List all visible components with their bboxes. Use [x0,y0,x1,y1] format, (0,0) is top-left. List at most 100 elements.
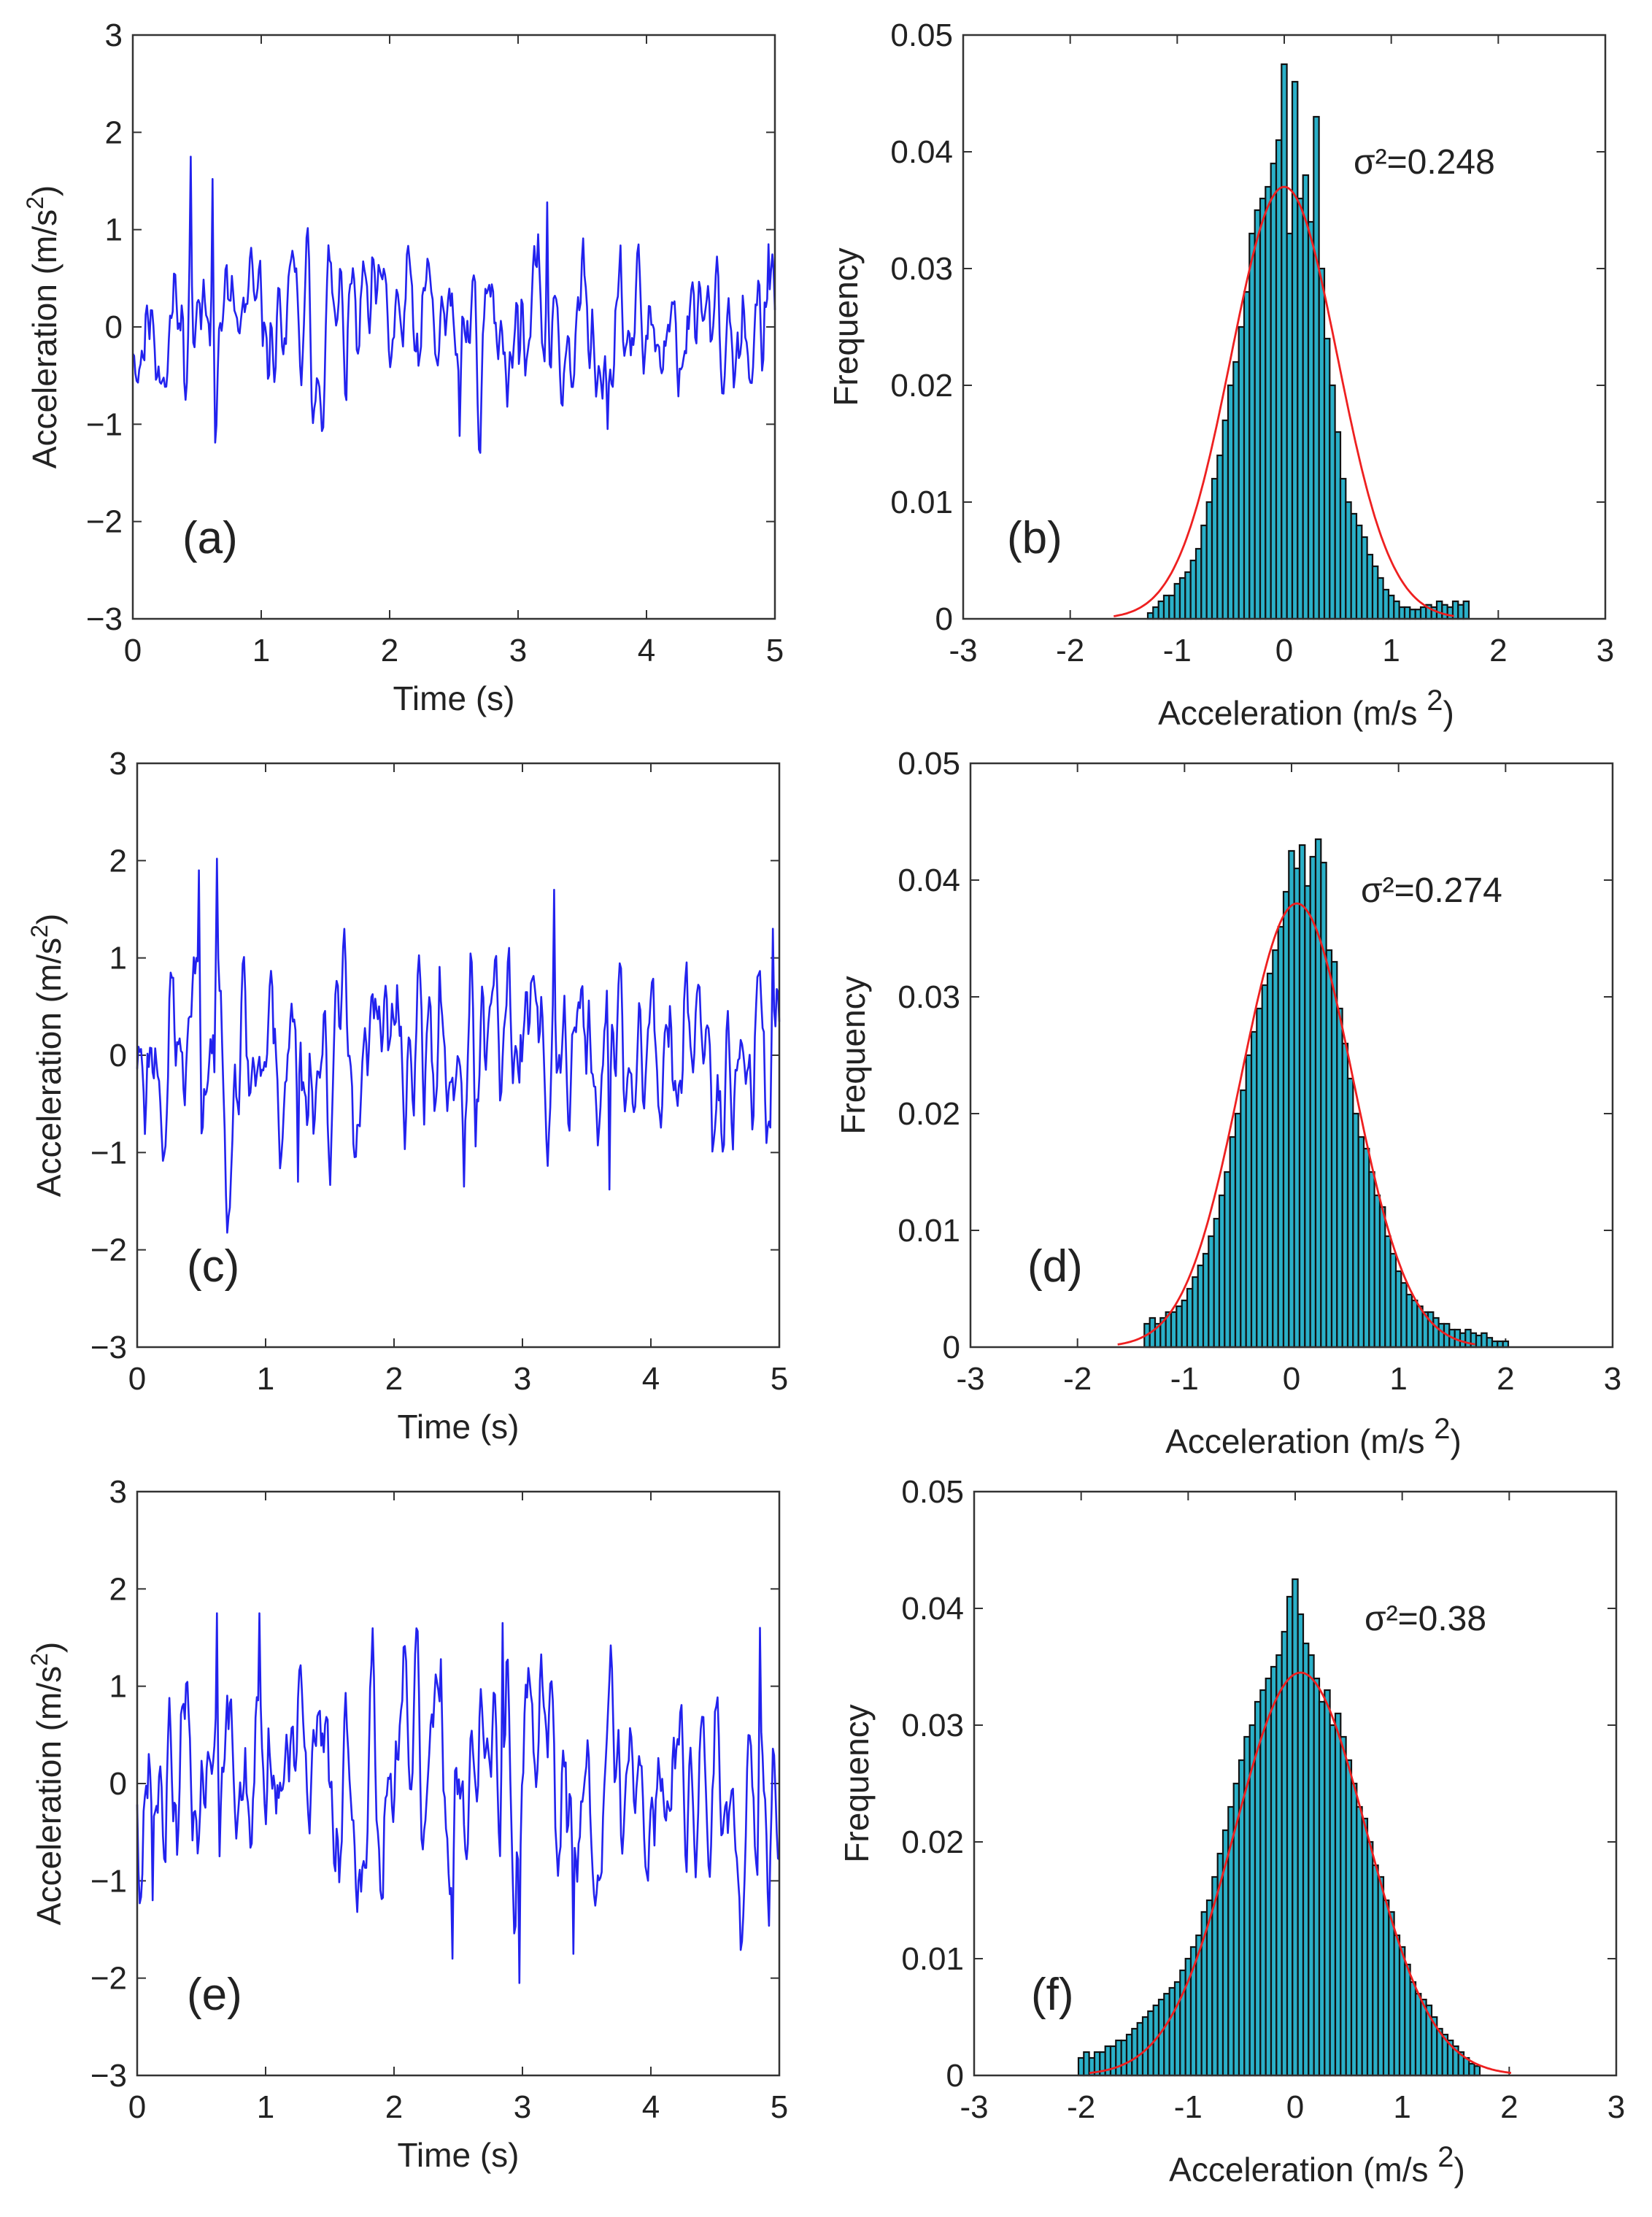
hist-bar-f-58 [1388,1911,1395,2077]
signal-line-c [136,857,781,1234]
y-tick-label-a-5: 2 [105,115,123,150]
x-tick-label-b-6: 3 [1597,633,1614,668]
fit-curve-b [1113,185,1454,617]
x-tick-label-d-3: 0 [1283,1361,1300,1397]
y-tick-label-c-3: 0 [109,1038,127,1073]
plot-frame-d [969,762,1614,1349]
y-tick-label-d-0: 0 [943,1330,960,1365]
hist-bar-d-39 [1352,1112,1359,1349]
plot-frame-f [973,1490,1618,2077]
variance-annotation-f: σ²=0.38 [1365,1600,1486,1638]
x-tick-label-c-5: 5 [771,1361,788,1397]
hist-bar-f-34 [1259,1689,1267,2077]
panel-label-a: (a) [182,513,238,563]
hist-bar-b-43 [1377,577,1384,620]
hist-bar-f-73 [1468,2062,1475,2077]
x-tick-label-f-5: 2 [1500,2089,1518,2125]
x-tick-label-b-2: -1 [1163,633,1192,668]
y-tick-label-d-4: 0.04 [898,863,960,898]
ylabel-f: Frequency [838,1704,876,1862]
hist-bar-b-40 [1361,536,1368,620]
x-tick-label-d-2: -1 [1170,1361,1199,1397]
x-tick-label-b-1: -2 [1056,633,1084,668]
x-tick-label-a-5: 5 [766,633,784,668]
y-tick-label-c-5: 2 [109,843,127,879]
hist-bar-f-46 [1324,1689,1331,2077]
y-tick-label-a-4: 1 [105,212,123,248]
x-tick-label-c-0: 0 [128,1361,146,1397]
hist-bar-d-6 [1176,1305,1183,1349]
hist-bar-d-30 [1304,884,1311,1349]
variance-annotation-b: σ²=0.248 [1354,143,1495,182]
panel-e: 0 1 2 3 4 5 −3 −2 −1 0 1 2 3 Acceleration (m/s2) Time … [26,1474,788,2174]
y-tick-label-a-1: −2 [86,504,123,540]
hist-bar-f-64 [1420,1998,1427,2077]
hist-bar-b-58 [1457,604,1464,620]
hist-bar-b-16 [1232,360,1240,620]
hist-bar-d-63 [1481,1332,1488,1349]
plot-frame-c [136,762,781,1349]
x-tick-label-e-3: 3 [514,2089,531,2125]
hist-bar-d-9 [1192,1276,1199,1349]
hist-bar-b-10 [1200,524,1208,620]
hist-bar-d-54 [1432,1316,1440,1349]
x-tick-label-d-4: 1 [1389,1361,1407,1397]
hist-bar-b-4 [1168,594,1176,620]
y-tick-label-e-6: 3 [109,1474,127,1510]
x-tick-label-a-1: 1 [252,633,270,668]
y-tick-label-c-1: −2 [90,1233,127,1268]
hist-bar-b-22 [1265,185,1272,620]
hist-bar-b-25 [1281,63,1288,620]
panel-f: -3 -2 -1 0 1 2 3 0 0.01 0.02 0.03 0.04 0.05 Frequency… [838,1474,1625,2189]
ylabel-a: Acceleration (m/s2) [22,185,63,469]
hist-bar-f-43 [1308,1654,1315,2077]
hist-bar-b-55 [1441,604,1448,620]
hist-bar-b-34 [1329,384,1336,620]
x-tick-label-b-0: -3 [949,633,977,668]
x-tick-label-c-1: 1 [257,1361,274,1397]
x-tick-label-d-5: 2 [1497,1361,1514,1397]
xlabel-e: Time (s) [398,2136,520,2174]
y-tick-label-a-2: −1 [86,406,123,442]
panel-label-d: (d) [1027,1241,1083,1292]
hist-bar-d-12 [1208,1235,1215,1349]
y-tick-label-e-0: −3 [90,2058,127,2094]
y-tick-label-c-6: 3 [109,746,127,782]
ylabel-b: Frequency [827,247,865,406]
x-tick-label-f-3: 0 [1286,2089,1304,2125]
y-tick-label-d-5: 0.05 [898,746,960,782]
y-tick-label-e-3: 0 [109,1766,127,1802]
hist-bar-b-37 [1345,501,1352,620]
panel-c: 0 1 2 3 4 5 −3 −2 −1 0 1 2 3 Acceleration (m/s2) Time … [26,746,788,1446]
ylabel-d: Frequency [834,976,872,1134]
hist-bar-d-51 [1416,1305,1424,1349]
fit-curve-d [1117,902,1475,1346]
hist-bar-b-59 [1462,600,1470,620]
hist-bar-b-1 [1152,606,1159,620]
y-tick-label-b-4: 0.04 [890,134,953,170]
hist-bar-d-15 [1224,1171,1231,1349]
x-tick-label-f-0: -3 [960,2089,988,2125]
x-tick-label-e-5: 5 [771,2089,788,2125]
x-tick-label-d-6: 3 [1604,1361,1621,1397]
x-tick-label-c-3: 3 [514,1361,531,1397]
y-tick-label-d-1: 0.01 [898,1213,960,1249]
ylabel-e: Acceleration (m/s2) [26,1642,68,1925]
fit-curve-f [1089,1671,1512,2075]
x-tick-label-f-4: 1 [1393,2089,1410,2125]
y-tick-label-e-4: 1 [109,1669,127,1705]
x-tick-label-a-0: 0 [124,633,142,668]
hist-bar-f-7 [1115,2039,1122,2077]
y-tick-label-f-0: 0 [946,2058,964,2094]
hist-bar-d-48 [1400,1281,1408,1349]
x-tick-label-e-0: 0 [128,2089,146,2125]
hist-bar-f-40 [1292,1578,1299,2077]
hist-bar-d-24 [1272,949,1279,1349]
hist-bar-d-60 [1464,1328,1472,1349]
xlabel-d: Acceleration (m/s 2) [1165,1413,1462,1460]
hist-bar-b-31 [1313,115,1320,620]
y-tick-label-b-3: 0.03 [890,251,953,287]
y-tick-label-d-3: 0.03 [898,979,960,1015]
x-tick-label-f-1: -2 [1067,2089,1095,2125]
